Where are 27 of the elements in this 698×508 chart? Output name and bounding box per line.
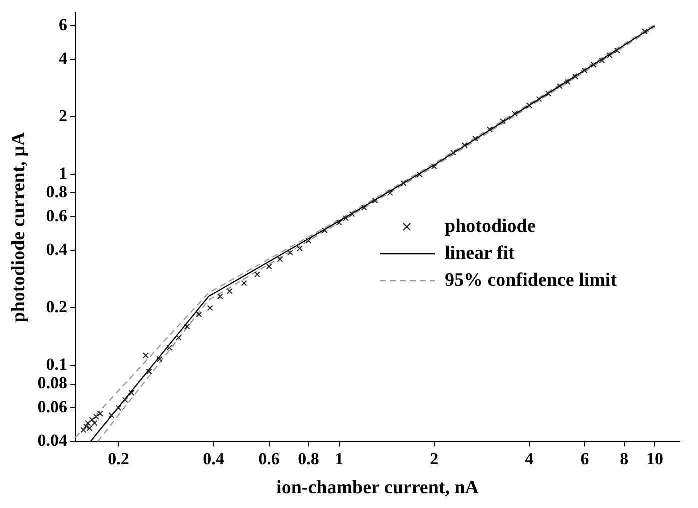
x-tick-label: 6: [580, 449, 590, 468]
y-tick-label: 0.2: [46, 298, 68, 317]
y-tick-label: 4: [59, 49, 68, 68]
x-tick-label: 0.4: [203, 449, 225, 468]
x-tick-label: 4: [525, 449, 534, 468]
y-tick-label: 0.4: [46, 240, 68, 260]
y-axis-title: photodiode current, μA: [8, 132, 30, 323]
y-tick-label: 0.8: [46, 182, 68, 202]
legend-label: 95% confidence limit: [445, 270, 618, 291]
x-tick-label: 2: [430, 449, 439, 468]
x-tick-label: 1: [335, 449, 344, 468]
x-tick-label: 8: [620, 449, 629, 468]
x-tick-label: 0.2: [108, 449, 130, 468]
y-tick-label: 1: [59, 164, 68, 184]
x-axis-title: ion-chamber current, nA: [276, 478, 480, 499]
legend-label: linear fit: [445, 242, 516, 264]
y-tick-label: 0.06: [38, 398, 68, 417]
legend-label: photodiode: [445, 216, 536, 237]
y-tick-label: 0.6: [46, 206, 68, 226]
x-tick-label: 0.6: [258, 449, 280, 468]
y-tick-label: 2: [59, 106, 68, 126]
y-tick-label: 0.08: [38, 374, 68, 393]
y-tick-label: 0.04: [38, 431, 68, 450]
y-tick-label: 0.1: [46, 355, 68, 374]
y-tick-label: 6: [59, 15, 68, 34]
x-tick-label: 10: [646, 449, 664, 468]
x-tick-label: 0.8: [298, 449, 320, 468]
